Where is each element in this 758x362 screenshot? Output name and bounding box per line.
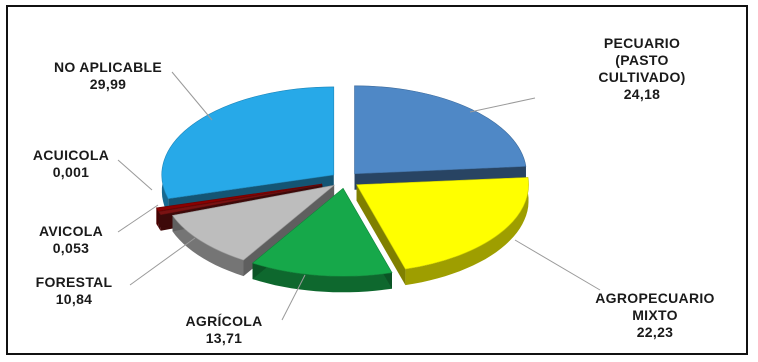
slice-value: 29,99 — [90, 76, 127, 92]
slice-label: NO APLICABLE 29,99 — [54, 59, 162, 92]
leader-line — [117, 159, 153, 191]
leader-line — [171, 71, 213, 121]
slice-value: 10,84 — [56, 291, 93, 307]
slice-label: ACUICOLA 0,001 — [33, 147, 109, 180]
slice-value: 24,18 — [624, 86, 661, 102]
pie-slice — [251, 187, 393, 277]
leader-line — [281, 274, 306, 321]
slice-name: AGROPECUARIO — [595, 290, 715, 306]
slice-name: AGRÍCOLA — [185, 313, 262, 329]
pie-slice — [155, 183, 323, 212]
leader-line — [129, 237, 196, 286]
pie-slice — [356, 177, 529, 270]
slice-name: (PASTO — [615, 52, 668, 68]
pie-slice — [161, 86, 335, 200]
leader-line — [117, 204, 159, 233]
slice-name: AVICOLA — [39, 223, 103, 239]
slice-name: FORESTAL — [36, 274, 113, 290]
leader-line — [514, 239, 601, 291]
leader-line — [469, 97, 536, 113]
slice-label: AGRÍCOLA 13,71 — [185, 313, 262, 346]
slice-name: PECUARIO — [604, 35, 680, 51]
slice-label: AGROPECUARIO MIXTO 22,23 — [595, 290, 715, 340]
pie-slice — [158, 184, 323, 216]
slice-value: 0,053 — [53, 240, 90, 256]
pie-slice — [171, 184, 336, 261]
slice-name: MIXTO — [632, 307, 678, 323]
slice-name: NO APLICABLE — [54, 59, 162, 75]
slice-name: ACUICOLA — [33, 147, 109, 163]
slice-label: FORESTAL 10,84 — [36, 274, 113, 307]
slice-name: CULTIVADO) — [598, 69, 685, 85]
pie-slice — [354, 85, 527, 175]
slice-label: PECUARIO (PASTO CULTIVADO) 24,18 — [598, 35, 685, 102]
slice-value: 22,23 — [637, 324, 674, 340]
slice-value: 0,001 — [53, 164, 90, 180]
slice-value: 13,71 — [206, 330, 243, 346]
slice-label: AVICOLA 0,053 — [39, 223, 103, 256]
